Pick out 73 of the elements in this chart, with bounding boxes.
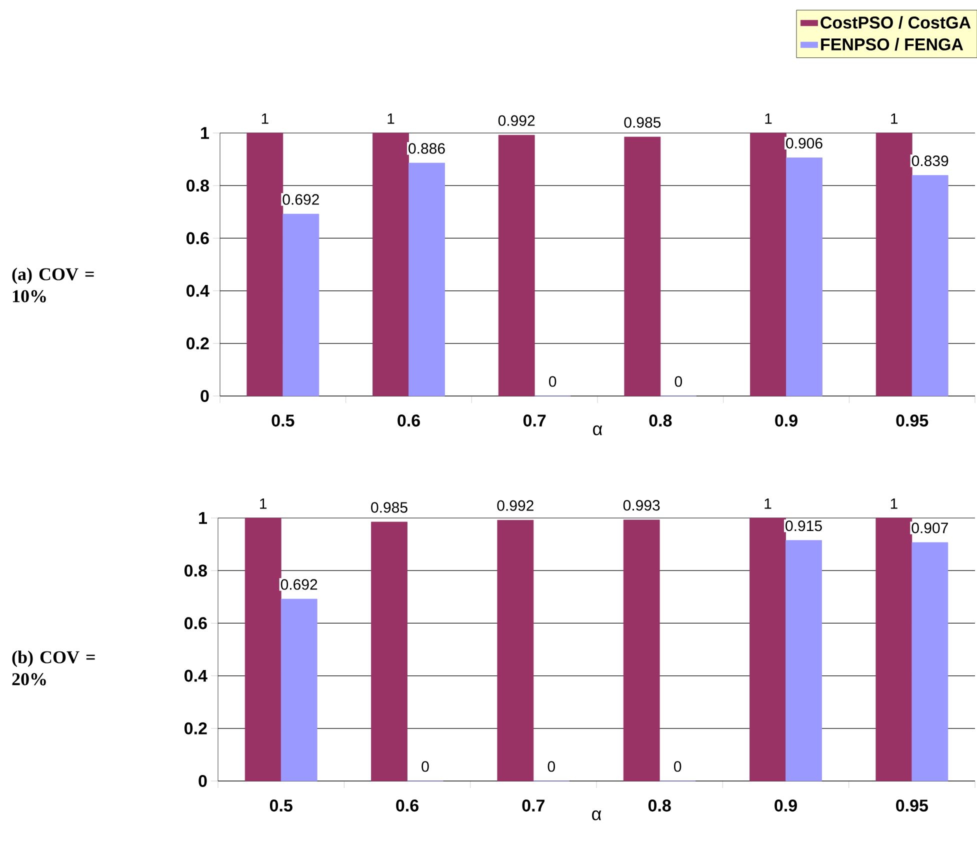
data-label: 0.992: [497, 500, 534, 511]
bar: [246, 132, 284, 396]
y-axis-title: (a) COV = 10%: [12, 268, 94, 302]
data-label: 1: [764, 498, 772, 509]
y-tick-label: 0.2: [184, 722, 207, 734]
data-label: 0.993: [623, 500, 660, 511]
data-label: 0.692: [280, 579, 318, 590]
bar: [786, 540, 822, 782]
x-tick-label: 0.8: [649, 414, 672, 427]
bar: [876, 518, 912, 782]
y-tick-label: 0: [198, 774, 207, 788]
data-label: 0: [674, 761, 682, 772]
data-label: 0.906: [786, 138, 822, 149]
data-label: 0.992: [498, 115, 535, 126]
bar: [498, 134, 535, 396]
data-label: 0.839: [912, 156, 948, 166]
x-tick-label: 0.9: [774, 800, 797, 812]
data-label: 1: [891, 113, 898, 124]
y-tick-label: 0.4: [186, 284, 210, 297]
bar: [623, 520, 660, 782]
bar: [371, 522, 408, 782]
bar: [282, 214, 320, 396]
x-tick-label: 0.6: [396, 800, 418, 812]
data-label: 1: [890, 498, 898, 509]
legend-label: CostPSO / CostGA: [820, 16, 971, 29]
data-label: 1: [765, 113, 772, 124]
x-tick-label: 0.5: [272, 414, 294, 427]
x-axis-title: α: [593, 425, 602, 436]
bar: [786, 158, 822, 396]
data-label: 0.886: [408, 143, 445, 154]
data-label: 0.915: [786, 520, 822, 532]
x-tick-label: 0.5: [270, 800, 292, 812]
bar: [912, 175, 948, 396]
y-tick-label: 0: [200, 390, 209, 402]
bar: [372, 132, 409, 396]
x-axis-title: α: [592, 810, 602, 820]
bar: [280, 598, 318, 782]
bar: [624, 136, 661, 396]
x-tick-label: 0.7: [523, 414, 546, 427]
data-label: 0.907: [912, 522, 948, 534]
data-label: 0.985: [371, 502, 408, 513]
bar: [497, 520, 534, 782]
bar: [750, 132, 786, 396]
y-tick-label: 1: [199, 512, 207, 524]
data-label: 0: [674, 376, 682, 387]
x-tick-label: 0.6: [398, 414, 420, 427]
y-tick-label: 0.6: [184, 617, 207, 630]
data-label: 1: [260, 498, 267, 509]
data-label: 0: [549, 376, 556, 387]
y-tick-label: 0.8: [184, 564, 207, 577]
x-tick-label: 0.95: [896, 414, 928, 427]
data-label: 0: [548, 761, 555, 772]
y-tick-label: 0.8: [186, 180, 209, 192]
data-label: 1: [388, 113, 394, 124]
data-label: 0: [422, 761, 429, 772]
x-tick-label: 0.7: [522, 800, 544, 812]
bar: [876, 132, 912, 396]
x-tick-label: 0.95: [896, 800, 928, 812]
bar: [244, 518, 282, 782]
y-tick-label: 1: [201, 127, 209, 139]
data-label: 0.985: [624, 117, 661, 128]
x-tick-label: 0.8: [648, 800, 671, 812]
y-tick-label: 0.4: [184, 670, 208, 682]
bar: [912, 542, 948, 782]
bar: [408, 162, 445, 396]
x-tick-label: 0.9: [775, 414, 798, 427]
y-axis-title: (b) COV = 20%: [12, 650, 95, 686]
bar: [750, 518, 786, 782]
y-tick-label: 0.6: [186, 232, 209, 244]
y-tick-label: 0.2: [186, 337, 209, 350]
data-label: 0.692: [282, 194, 319, 205]
data-label: 1: [262, 113, 268, 124]
legend-label: FENPSO / FENGA: [821, 38, 964, 51]
